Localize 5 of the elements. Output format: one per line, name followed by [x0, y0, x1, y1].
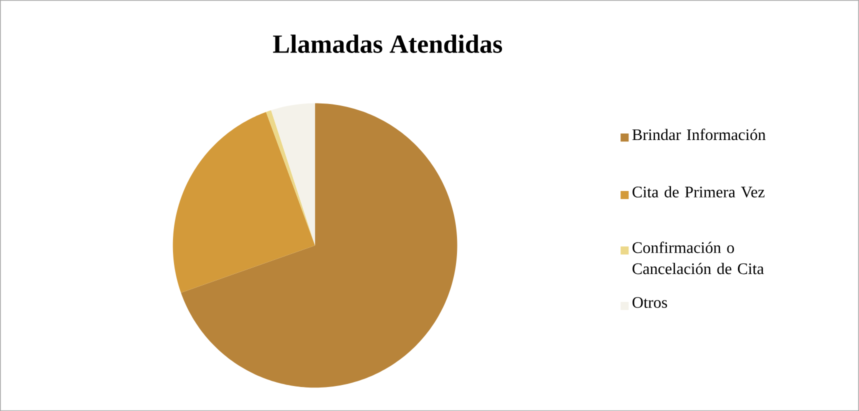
legend-label: Brindar Información	[632, 128, 766, 140]
legend-label: Otros	[632, 296, 668, 308]
chart-title: Llamadas Atendidas	[273, 34, 502, 53]
legend-label: Confirmación o Cancelación de Cita	[632, 242, 764, 274]
legend-label: Cita de Primera Vez	[632, 186, 764, 198]
